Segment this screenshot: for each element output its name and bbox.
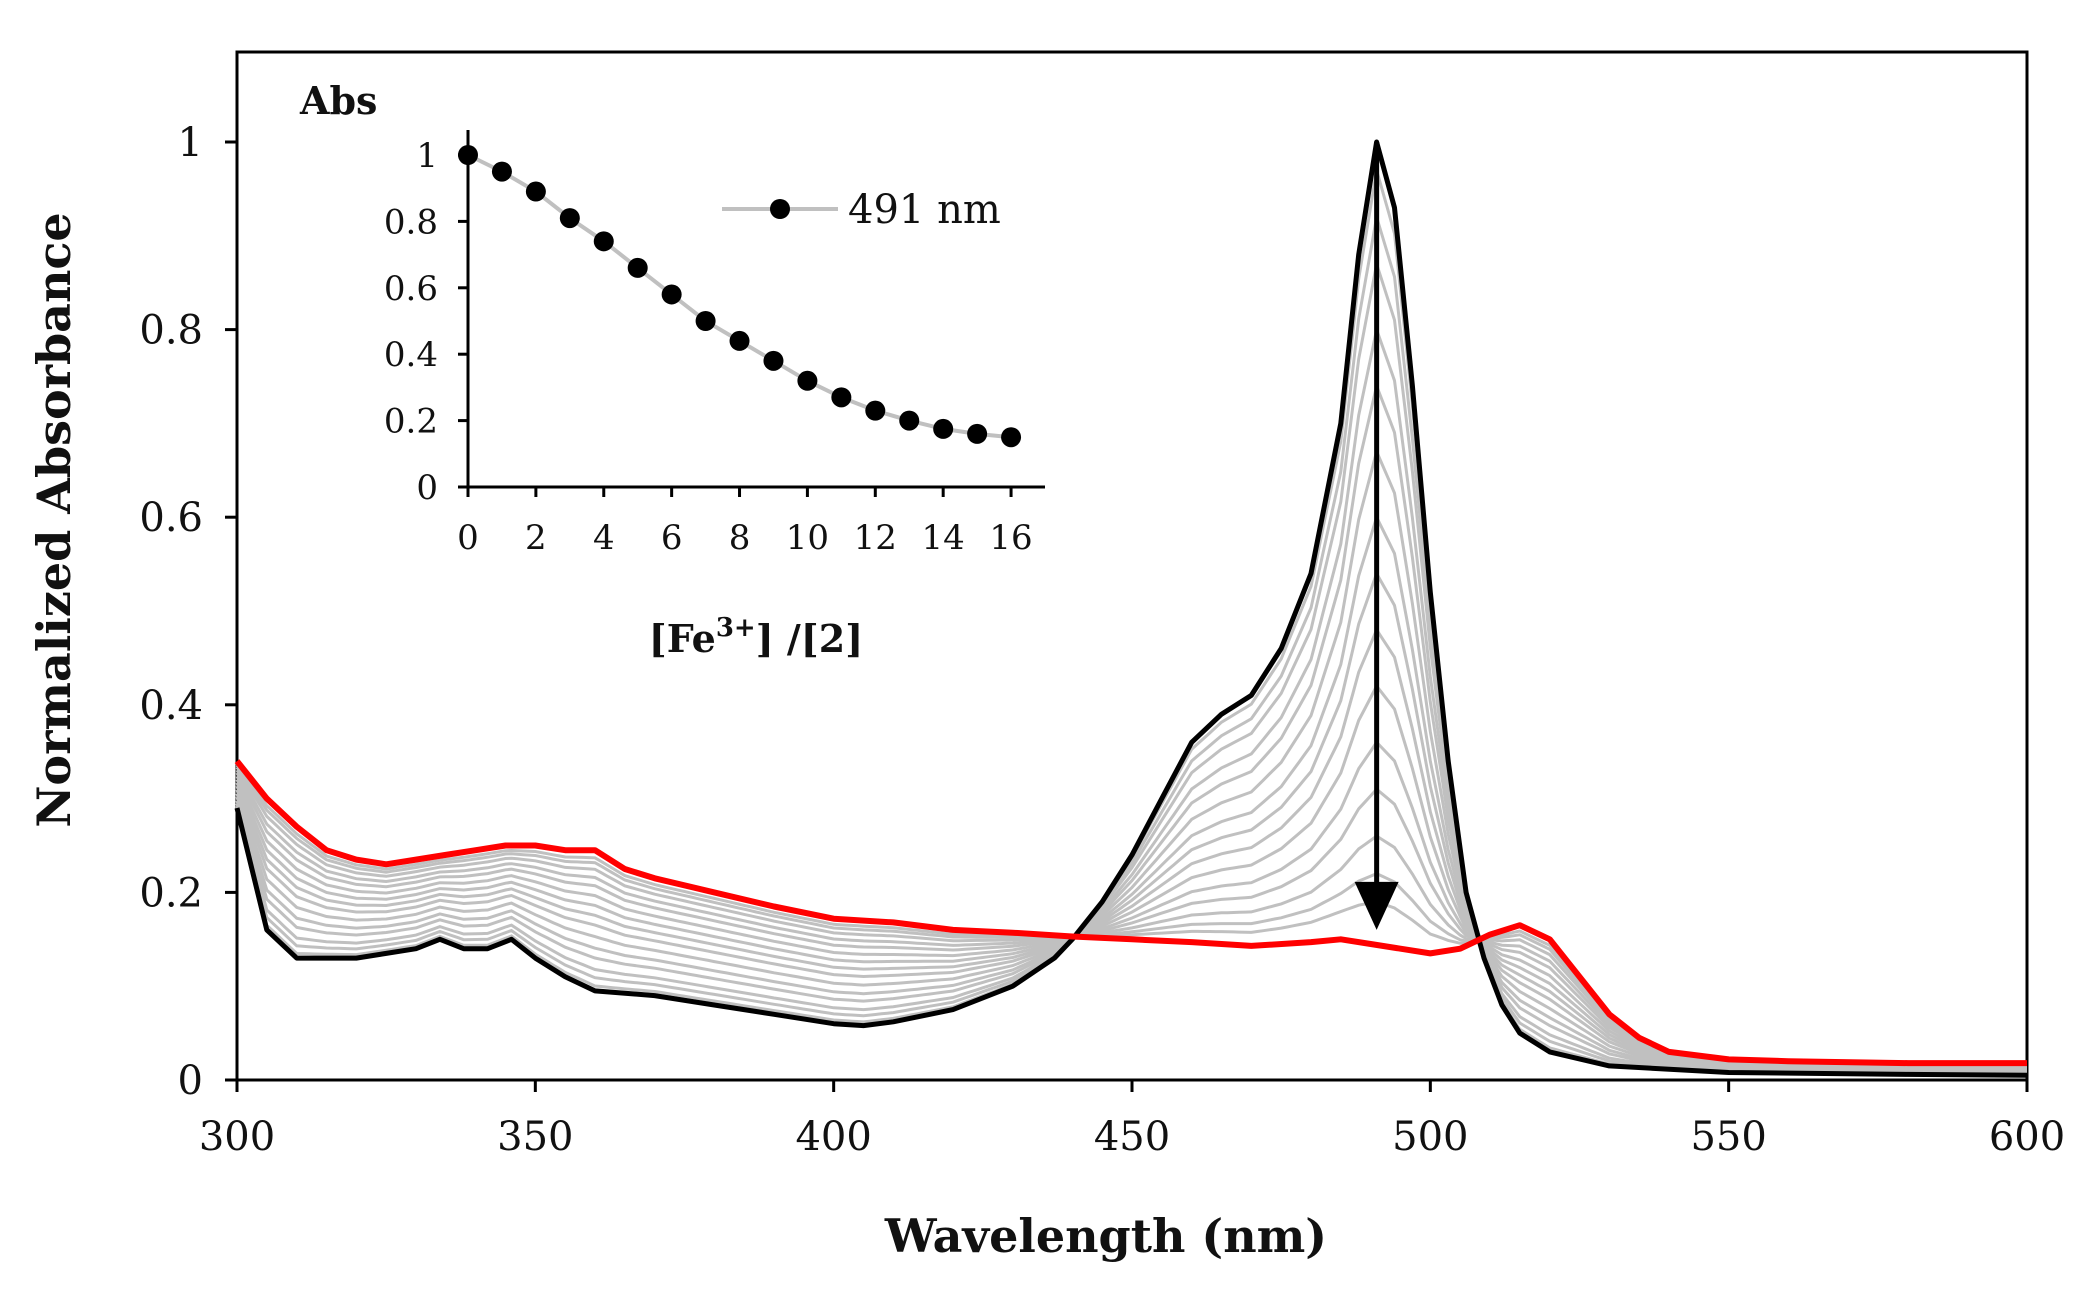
inset-data-point xyxy=(1001,427,1022,448)
inset-x-axis-title-superscript: 3+ xyxy=(716,613,756,643)
main-y-tick-label: 0 xyxy=(178,1058,203,1104)
inset-data-point xyxy=(729,330,750,351)
initial-spectrum-line xyxy=(234,139,2028,1078)
main-y-axis-title: Normalized Absorbance xyxy=(27,212,81,827)
inset-chart: 0 2 4 6 8 10 12 14 16 0 0.2 0.4 0.6 0.8 1 Abs [Fe3+] /… xyxy=(299,78,1045,661)
inset-x-axis-title: [Fe3+] /[2] xyxy=(649,613,863,661)
inset-data-point xyxy=(899,410,920,431)
inset-data-point xyxy=(559,208,580,229)
final-spectrum-line xyxy=(234,759,2027,1067)
decrease-arrow-head xyxy=(1354,881,1399,930)
inset-y-tick-label: 0.8 xyxy=(384,202,438,242)
main-x-tick-label: 550 xyxy=(1690,1114,1766,1160)
inset-x-tick-label: 4 xyxy=(593,518,615,558)
inset-data-point xyxy=(695,311,716,331)
inset-x-tick-label: 10 xyxy=(786,518,829,558)
inset-data-point xyxy=(831,387,852,408)
inset-data-point xyxy=(763,350,784,371)
inset-y-tick-label: 0.6 xyxy=(384,269,438,309)
inset-y-tick-label: 1 xyxy=(416,136,438,176)
inset-data-point xyxy=(661,284,682,305)
inset-y-tick-label: 0 xyxy=(416,468,438,508)
main-x-tick-label: 600 xyxy=(1989,1114,2065,1160)
inset-x-tick-label: 2 xyxy=(525,518,547,558)
inset-data-point xyxy=(491,161,512,182)
inset-data-point xyxy=(865,400,886,421)
main-x-tick-label: 500 xyxy=(1392,1114,1468,1160)
decrease-arrow xyxy=(1354,142,1399,930)
inset-legend-label: 491 nm xyxy=(848,187,1001,233)
inset-x-axis-title-suffix: ] /[2] xyxy=(756,616,864,661)
main-x-tick-label: 450 xyxy=(1094,1114,1170,1160)
main-y-tick-label: 0.4 xyxy=(139,683,203,729)
inset-y-axis-title: Abs xyxy=(299,78,377,123)
main-x-tick-label: 400 xyxy=(795,1114,871,1160)
inset-legend-marker xyxy=(770,199,790,219)
main-y-tick-label: 0.8 xyxy=(139,308,203,354)
inset-data-point xyxy=(933,418,954,439)
main-series-group xyxy=(234,139,2028,1078)
inset-x-tick-label: 8 xyxy=(729,518,751,558)
inset-data-point xyxy=(797,370,818,391)
inset-x-tick-label: 0 xyxy=(457,518,479,558)
inset-legend: 491 nm xyxy=(722,187,1001,233)
inset-data-point xyxy=(593,231,614,252)
main-x-tick-label: 300 xyxy=(199,1114,275,1160)
inset-data-point xyxy=(525,181,546,202)
inset-data-point xyxy=(627,257,648,278)
inset-data-point xyxy=(967,423,988,444)
inset-x-tick-label: 14 xyxy=(922,518,965,558)
inset-data-point xyxy=(458,145,478,165)
inset-x-tick-label: 16 xyxy=(989,518,1032,558)
main-x-axis-title: Wavelength (nm) xyxy=(884,1209,1327,1263)
main-y-tick-label: 0.2 xyxy=(139,870,203,916)
main-intermediate-spectra xyxy=(235,169,2028,1077)
main-y-tick-label: 1 xyxy=(178,120,203,166)
inset-x-tick-label: 12 xyxy=(854,518,897,558)
main-y-tick-label: 0.6 xyxy=(139,495,203,541)
inset-series-group xyxy=(458,145,1022,448)
inset-y-tick-label: 0.2 xyxy=(384,402,438,442)
main-x-tick-label: 350 xyxy=(497,1114,573,1160)
inset-y-tick-label: 0.4 xyxy=(384,335,438,375)
inset-x-tick-label: 6 xyxy=(661,518,683,558)
